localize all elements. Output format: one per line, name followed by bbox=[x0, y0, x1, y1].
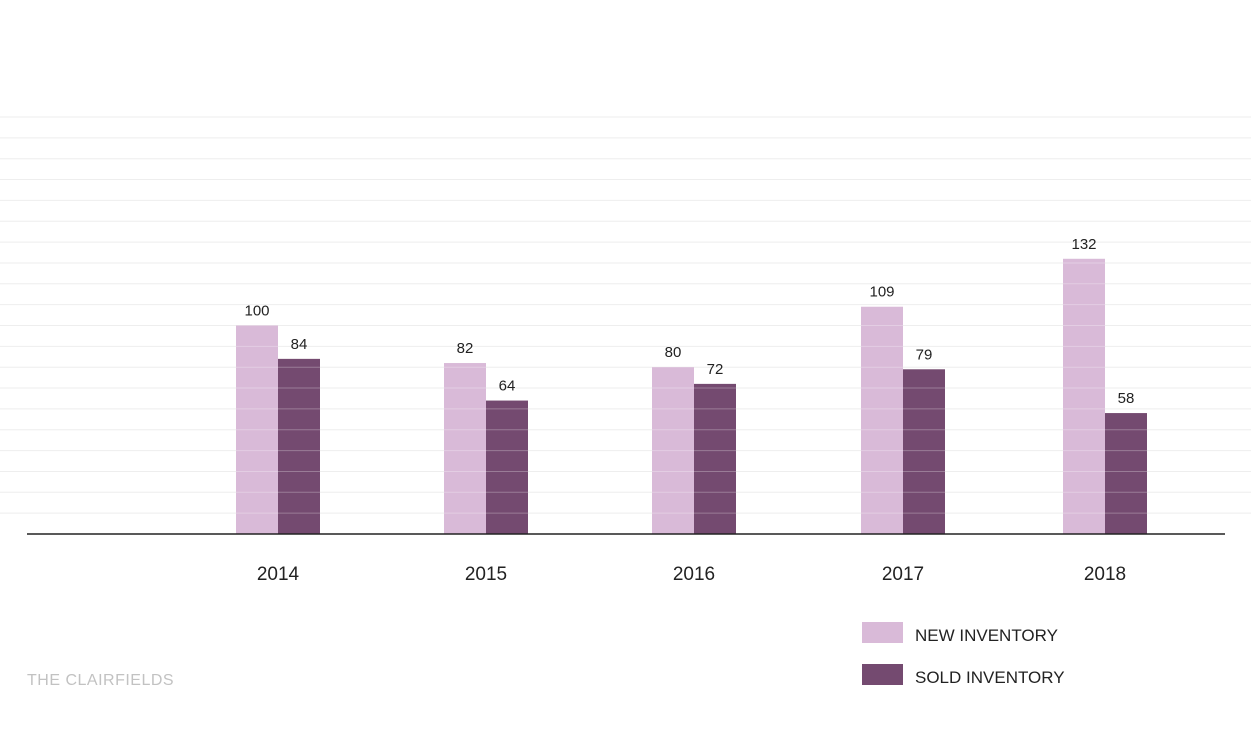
bar-sold-inventory-2016 bbox=[694, 383, 736, 534]
legend-label-sold-inventory: SOLD INVENTORY bbox=[915, 668, 1065, 687]
value-label-sold-2016: 72 bbox=[707, 361, 724, 378]
value-labels: 100 84 82 64 80 72 109 79 132 58 bbox=[244, 236, 1134, 407]
watermark-text: THE CLAIRFIELDS bbox=[27, 672, 174, 689]
bar-new-inventory-2018 bbox=[1063, 258, 1105, 534]
bar-stripes bbox=[236, 262, 1147, 514]
legend-swatch-new-inventory bbox=[862, 622, 903, 643]
x-tick-label-2018: 2018 bbox=[1084, 564, 1126, 585]
gridlines bbox=[0, 116, 1251, 514]
value-label-sold-2017: 79 bbox=[916, 346, 933, 363]
legend-label-new-inventory: NEW INVENTORY bbox=[915, 626, 1058, 645]
value-label-sold-2015: 64 bbox=[499, 378, 516, 395]
x-tick-label-2014: 2014 bbox=[257, 564, 300, 585]
bar-new-inventory-2014 bbox=[236, 325, 278, 534]
value-label-sold-2018: 58 bbox=[1118, 390, 1135, 407]
legend: NEW INVENTORY SOLD INVENTORY bbox=[862, 622, 1065, 687]
bar-new-inventory-2015 bbox=[444, 363, 486, 534]
x-tick-labels: 2014 2015 2016 2017 2018 bbox=[257, 564, 1126, 585]
bar-sold-inventory-2017 bbox=[903, 369, 945, 534]
bar-new-inventory-2017 bbox=[861, 306, 903, 534]
value-label-new-2014: 100 bbox=[244, 303, 269, 320]
bars bbox=[236, 258, 1147, 534]
bar-sold-inventory-2014 bbox=[278, 358, 320, 534]
bar-sold-inventory-2015 bbox=[486, 400, 528, 534]
legend-swatch-sold-inventory bbox=[862, 664, 903, 685]
value-label-new-2016: 80 bbox=[665, 344, 682, 361]
value-label-sold-2014: 84 bbox=[291, 336, 308, 353]
bar-new-inventory-2016 bbox=[652, 367, 694, 534]
value-label-new-2018: 132 bbox=[1071, 236, 1096, 253]
bar-sold-inventory-2018 bbox=[1105, 413, 1147, 534]
x-tick-label-2015: 2015 bbox=[465, 564, 507, 585]
x-tick-label-2016: 2016 bbox=[673, 564, 715, 585]
x-tick-label-2017: 2017 bbox=[882, 564, 924, 585]
value-label-new-2015: 82 bbox=[457, 340, 474, 357]
value-label-new-2017: 109 bbox=[869, 284, 894, 301]
